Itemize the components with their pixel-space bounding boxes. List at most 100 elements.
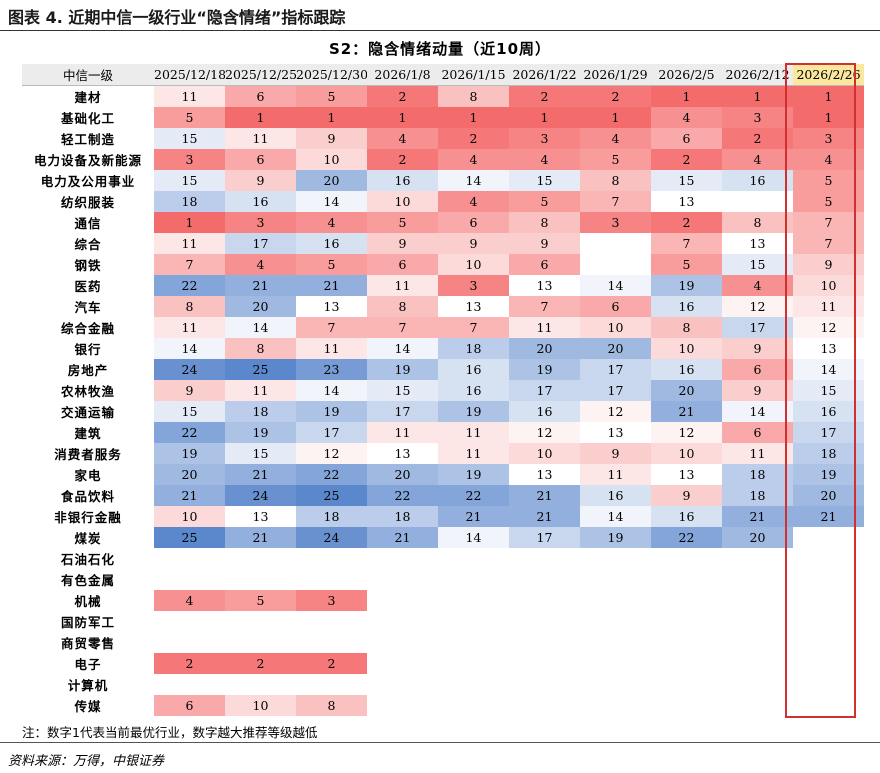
rank-cell: 2 bbox=[580, 85, 651, 107]
rank-cell: 15 bbox=[793, 380, 864, 401]
rank-cell: 4 bbox=[793, 149, 864, 170]
rank-cell: 10 bbox=[296, 149, 367, 170]
rank-cell: 11 bbox=[793, 296, 864, 317]
table-row: 建筑 22 19 17 11 11 12 13 12 6 17 bbox=[22, 422, 864, 443]
rank-cell: 5 bbox=[509, 191, 580, 212]
industry-name: 通信 bbox=[74, 216, 102, 231]
rank-cell bbox=[793, 569, 864, 590]
industry-name: 房地产 bbox=[67, 363, 109, 378]
industry-name: 纺织服装 bbox=[60, 195, 115, 210]
rank-cell: 16 bbox=[438, 359, 509, 380]
rank-cell: 5 bbox=[793, 170, 864, 191]
rank-cell: 20 bbox=[154, 464, 225, 485]
industry-name: 石油石化 bbox=[60, 552, 115, 567]
rank-cell: 6 bbox=[225, 149, 296, 170]
rank-cell: 18 bbox=[722, 485, 793, 506]
rank-cell: 12 bbox=[651, 422, 722, 443]
header-row: 中信一级 2025/12/18 2025/12/25 2025/12/30 2026/1… bbox=[22, 64, 864, 86]
rank-cell: 1 bbox=[225, 107, 296, 128]
rank-cell: 3 bbox=[793, 128, 864, 149]
rank-cell: 14 bbox=[722, 401, 793, 422]
rank-cell bbox=[580, 548, 651, 569]
rank-cell: 4 bbox=[722, 149, 793, 170]
rank-cell: 16 bbox=[651, 296, 722, 317]
rank-cell: 11 bbox=[225, 380, 296, 401]
header-date: 2025/12/25 bbox=[225, 64, 296, 86]
rank-cell: 18 bbox=[225, 401, 296, 422]
rank-cell: 7 bbox=[793, 233, 864, 254]
rank-cell bbox=[438, 611, 509, 632]
rank-cell: 20 bbox=[225, 296, 296, 317]
rank-cell: 2 bbox=[296, 653, 367, 674]
rank-cell: 25 bbox=[225, 359, 296, 380]
industry-name: 非银行金融 bbox=[54, 510, 122, 525]
rank-cell: 21 bbox=[225, 464, 296, 485]
rank-cell: 22 bbox=[154, 422, 225, 443]
rank-cell: 20 bbox=[722, 527, 793, 548]
rank-cell: 22 bbox=[367, 485, 438, 506]
rank-cell: 13 bbox=[651, 191, 722, 212]
rank-cell: 12 bbox=[509, 422, 580, 443]
table-row: 电力及公用事业 15 9 20 16 14 15 8 15 16 5 bbox=[22, 170, 864, 191]
rank-cell bbox=[722, 569, 793, 590]
rank-cell bbox=[651, 674, 722, 695]
rank-cell: 12 bbox=[580, 401, 651, 422]
table-row: 农林牧渔 9 11 14 15 16 17 17 20 9 15 bbox=[22, 380, 864, 401]
industry-name: 国防军工 bbox=[60, 615, 115, 630]
industry-name: 消费者服务 bbox=[54, 447, 122, 462]
rank-cell: 9 bbox=[580, 443, 651, 464]
table-row: 电子 2 2 2 bbox=[22, 653, 864, 674]
industry-name: 钢铁 bbox=[74, 258, 102, 273]
rank-cell: 3 bbox=[225, 212, 296, 233]
rank-cell: 17 bbox=[722, 317, 793, 338]
rank-cell: 15 bbox=[154, 170, 225, 191]
rank-cell: 17 bbox=[509, 380, 580, 401]
table-note: 注：数字1代表当前最优行业，数字越大推荐等级越低 bbox=[22, 725, 318, 740]
rank-cell: 21 bbox=[509, 485, 580, 506]
rank-cell: 19 bbox=[793, 464, 864, 485]
rank-cell: 8 bbox=[438, 85, 509, 107]
rank-cell: 14 bbox=[154, 338, 225, 359]
rank-cell bbox=[509, 653, 580, 674]
rank-cell: 20 bbox=[296, 170, 367, 191]
table-row: 机械 4 5 3 bbox=[22, 590, 864, 611]
rank-cell bbox=[580, 569, 651, 590]
title-rule bbox=[0, 30, 880, 31]
rank-cell: 19 bbox=[509, 359, 580, 380]
industry-name: 电力及公用事业 bbox=[40, 174, 136, 189]
rank-cell: 15 bbox=[154, 401, 225, 422]
rank-cell: 8 bbox=[509, 212, 580, 233]
rank-cell: 2 bbox=[154, 653, 225, 674]
rank-cell bbox=[367, 590, 438, 611]
table-row: 房地产 24 25 23 19 16 19 17 16 6 14 bbox=[22, 359, 864, 380]
industry-name: 轻工制造 bbox=[60, 132, 115, 147]
industry-name: 建材 bbox=[74, 90, 102, 105]
table-row: 基础化工 5 1 1 1 1 1 1 4 3 1 bbox=[22, 107, 864, 128]
table-row: 非银行金融 10 13 18 18 21 21 14 16 21 21 bbox=[22, 506, 864, 527]
table-title: S2：隐含情绪动量（近10周） bbox=[328, 40, 552, 58]
industry-name: 基础化工 bbox=[60, 111, 115, 126]
rank-cell: 5 bbox=[793, 191, 864, 212]
table-row: 石油石化 bbox=[22, 548, 864, 569]
industry-name: 传媒 bbox=[74, 699, 102, 714]
rank-cell: 10 bbox=[651, 338, 722, 359]
rank-cell: 9 bbox=[722, 380, 793, 401]
rank-cell bbox=[438, 674, 509, 695]
rank-cell: 11 bbox=[154, 317, 225, 338]
rank-cell: 7 bbox=[367, 317, 438, 338]
table-row: 银行 14 8 11 14 18 20 20 10 9 13 bbox=[22, 338, 864, 359]
rank-cell bbox=[793, 674, 864, 695]
rank-cell bbox=[651, 611, 722, 632]
source-text: 资料来源：万得，中银证券 bbox=[8, 754, 165, 769]
industry-name: 电子 bbox=[74, 657, 102, 672]
rank-cell bbox=[580, 632, 651, 653]
rank-cell: 7 bbox=[580, 191, 651, 212]
industry-name: 煤炭 bbox=[74, 531, 102, 546]
rank-cell bbox=[367, 695, 438, 716]
rank-cell: 17 bbox=[793, 422, 864, 443]
rank-cell: 16 bbox=[509, 401, 580, 422]
rank-cell: 11 bbox=[154, 85, 225, 107]
rank-cell: 10 bbox=[509, 443, 580, 464]
rank-cell: 4 bbox=[651, 107, 722, 128]
figure-title: 图表 4. 近期中信一级行业“隐含情绪”指标跟踪 bbox=[8, 8, 346, 27]
